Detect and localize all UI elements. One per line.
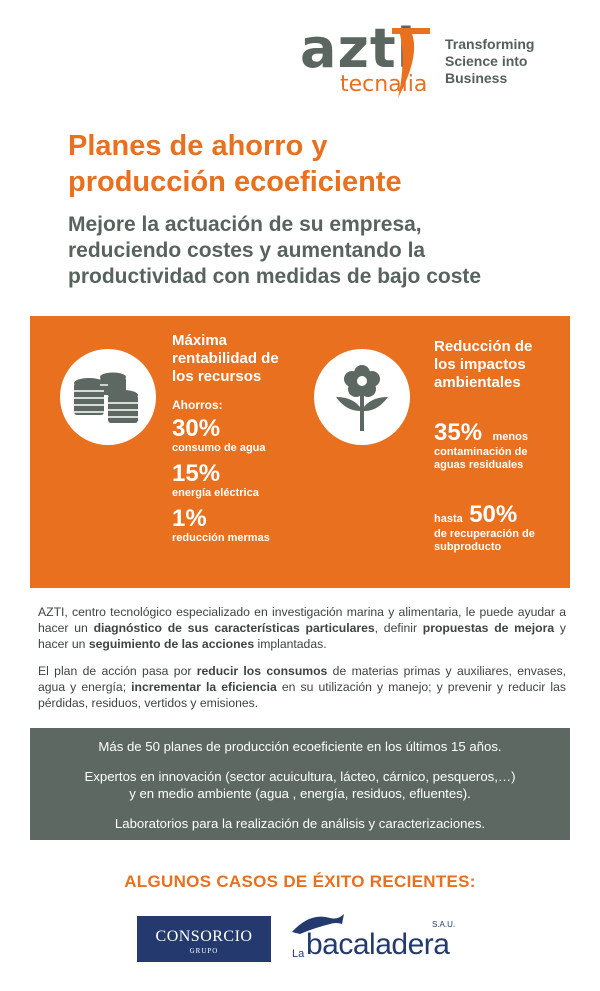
stat-suffix: menos <box>492 431 528 443</box>
bold-text: propuestas de mejora <box>422 621 555 635</box>
stat-label: energía eléctrica <box>172 487 259 499</box>
logo-tecnalia-text: tecnalia <box>340 72 428 97</box>
page-title: Planes de ahorro y producción ecoeficien… <box>68 128 568 200</box>
fish-icon <box>292 914 344 934</box>
bold-text: incrementar la eficiencia <box>131 680 277 694</box>
intro-paragraph: AZTI, centro tecnológico especializado e… <box>38 604 566 652</box>
stat-byproduct: hasta 50% de recuperación de subproducto <box>434 502 569 554</box>
text: en su utilización y manejo; y prevenir y… <box>38 680 566 710</box>
azti-tecnalia-logo: azti tecnalia Transforming Science into … <box>300 22 570 102</box>
highlight-line: y en medio ambiente (agua , energía, res… <box>129 786 471 801</box>
benefits-panel: Máxima rentabilidad de los recursos Ahor… <box>30 316 570 588</box>
tagline-line: Business <box>445 70 508 86</box>
stat-prefix: hasta <box>434 513 463 525</box>
highlight-line: Laboratorios para la realización de anál… <box>114 816 486 831</box>
heading-line: ambientales <box>434 374 521 391</box>
action-plan-paragraph: El plan de acción pasa por reducir los c… <box>38 663 566 711</box>
environment-column: Reducción de los impactos ambientales <box>434 338 569 392</box>
text: El plan de acción pasa por <box>38 664 197 678</box>
bacaladera-name: bacaladera <box>306 928 450 961</box>
text: implantadas. <box>254 637 327 651</box>
stat-value: 30% <box>172 415 221 442</box>
consorcio-sub: GRUPO <box>189 947 219 955</box>
tagline-line: Transforming <box>445 36 535 52</box>
stat-wastewater: 35% menos contaminación de aguas residua… <box>434 420 569 472</box>
environment-heading: Reducción de los impactos ambientales <box>434 338 569 392</box>
success-cases-heading: ALGUNOS CASOS DE ÉXITO RECIENTES: <box>124 872 476 891</box>
consorcio-name: CONSORCIO <box>155 928 253 945</box>
resources-heading: Máxima rentabilidad de los recursos <box>172 332 302 386</box>
subtitle-line: Mejore la actuación de su empresa, <box>68 213 422 236</box>
bacaladera-logo: La bacaladera S.A.U. <box>290 908 470 970</box>
stat-water: 30% consumo de agua <box>172 416 302 455</box>
stat-label: reducción mermas <box>172 532 270 544</box>
text: , definir <box>374 621 423 635</box>
flower-circle <box>314 349 410 445</box>
heading-line: Máxima <box>172 332 228 349</box>
savings-label: Ahorros: <box>172 398 223 412</box>
text: y hacer un <box>38 621 567 651</box>
resources-column: Máxima rentabilidad de los recursos Ahor… <box>172 332 302 545</box>
consorcio-logo: CONSORCIO GRUPO <box>137 916 271 962</box>
subtitle-line: productividad con medidas de bajo coste <box>68 265 482 288</box>
stat-value: 35% <box>434 419 483 446</box>
stat-value: 50% <box>469 501 518 528</box>
bold-text: seguimiento de las acciones <box>88 637 255 651</box>
highlight-line: Expertos en innovación (sector acuicultu… <box>84 769 516 784</box>
title-line: producción ecoeficiente <box>68 166 402 198</box>
stat-value: 15% <box>172 460 221 487</box>
heading-line: rentabilidad de <box>172 350 279 367</box>
title-line: Planes de ahorro y <box>68 130 328 162</box>
stat-label: consumo de agua <box>172 442 266 454</box>
tagline: Transforming Science into Business <box>445 36 534 87</box>
subtitle-line: reduciendo costes y aumentando la <box>68 239 426 262</box>
logo-mark-icon <box>392 28 430 98</box>
stat-electricity: 15% energía eléctrica <box>172 461 302 500</box>
heading-line: los recursos <box>172 368 262 385</box>
stat-label: contaminación de <box>434 446 528 458</box>
stat-label: aguas residuales <box>434 459 524 471</box>
bacaladera-la: La <box>292 948 305 960</box>
bold-text: reducir los consumos <box>196 664 328 678</box>
coins-stack-icon <box>74 372 138 423</box>
flower-icon <box>336 365 388 431</box>
heading-line: los impactos <box>434 356 526 373</box>
coins-circle <box>60 349 156 445</box>
bacaladera-sau: S.A.U. <box>432 920 456 929</box>
stat-label: subproducto <box>434 541 502 553</box>
heading-line: Reducción de <box>434 338 533 355</box>
stat-label: de recuperación de <box>434 528 535 540</box>
stat-waste: 1% reducción mermas <box>172 506 302 545</box>
page-subtitle: Mejore la actuación de su empresa, reduc… <box>68 212 578 290</box>
highlights-box: Más de 50 planes de producción ecoeficie… <box>30 728 570 840</box>
tagline-line: Science into <box>445 53 528 69</box>
text: de materias primas y auxiliares, envases… <box>38 664 566 694</box>
bold-text: diagnóstico de sus características parti… <box>93 621 375 635</box>
highlight-line: Más de 50 planes de producción ecoeficie… <box>98 739 502 754</box>
stat-value: 1% <box>172 505 207 532</box>
text: AZTI, centro tecnológico especializado e… <box>38 605 566 635</box>
